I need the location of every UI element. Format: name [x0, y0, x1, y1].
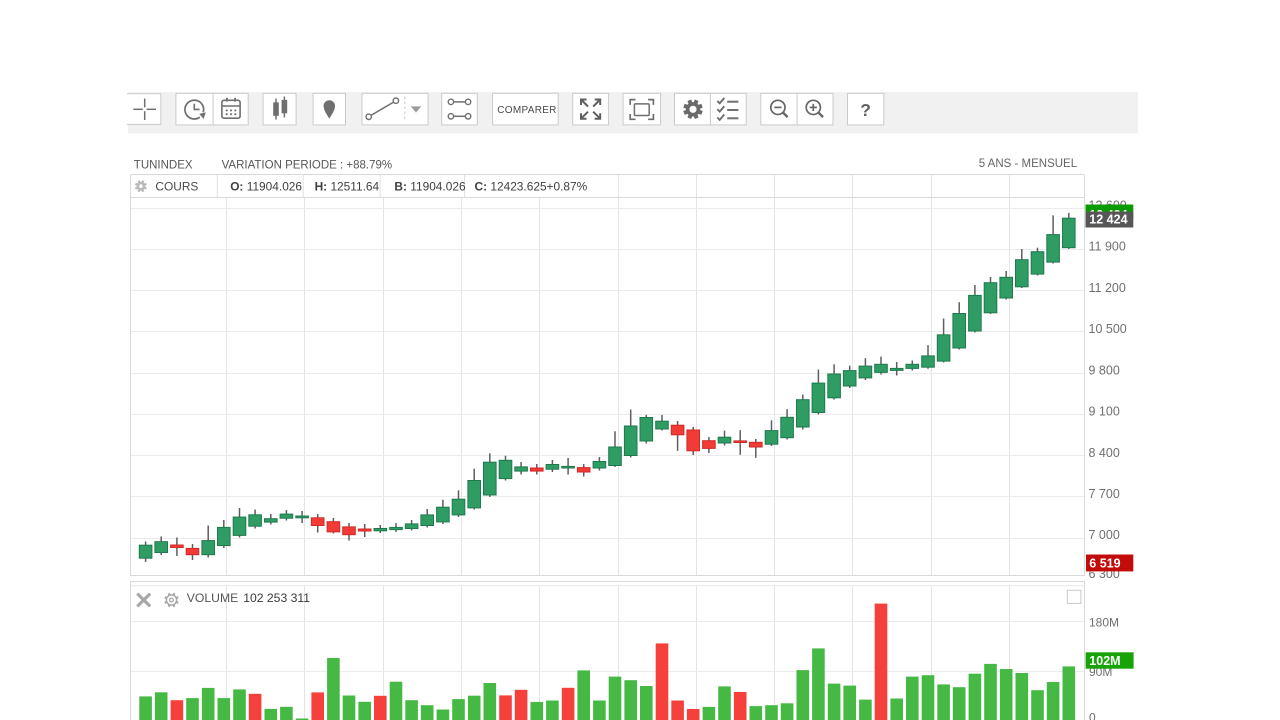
- svg-text:102 253 311: 102 253 311: [243, 591, 310, 605]
- svg-text:9 100: 9 100: [1089, 405, 1120, 419]
- svg-text:?: ?: [860, 100, 871, 120]
- svg-text:VARIATION PERIODE : +88.79%: VARIATION PERIODE : +88.79%: [222, 160, 393, 172]
- svg-text:COURS: COURS: [155, 179, 198, 193]
- svg-text:7 000: 7 000: [1089, 528, 1120, 542]
- svg-text:VOLUME: VOLUME: [187, 591, 238, 605]
- svg-text:102M: 102M: [1089, 654, 1120, 668]
- svg-text:12 424: 12 424: [1089, 208, 1127, 222]
- svg-text:C: 12423.625+0.87%: C: 12423.625+0.87%: [475, 179, 588, 193]
- svg-text:9 800: 9 800: [1089, 363, 1120, 377]
- svg-text:COMPARER: COMPARER: [497, 105, 556, 116]
- svg-text:11 200: 11 200: [1089, 281, 1126, 295]
- svg-text:11 900: 11 900: [1089, 240, 1126, 254]
- svg-text:6 519: 6 519: [1089, 556, 1120, 570]
- svg-text:TUNINDEX: TUNINDEX: [134, 160, 193, 172]
- svg-text:10 500: 10 500: [1089, 322, 1127, 336]
- svg-text:12 424: 12 424: [1089, 213, 1127, 227]
- svg-text:7 700: 7 700: [1089, 487, 1120, 501]
- svg-text:0: 0: [1089, 710, 1096, 720]
- svg-text:H: 12511.64: H: 12511.64: [315, 179, 380, 193]
- svg-text:B: 11904.026: B: 11904.026: [394, 179, 466, 193]
- svg-text:180M: 180M: [1089, 615, 1119, 629]
- svg-text:8 400: 8 400: [1089, 446, 1120, 460]
- svg-text:O: 11904.026: O: 11904.026: [230, 179, 302, 193]
- svg-text:5 ANS - MENSUEL: 5 ANS - MENSUEL: [979, 158, 1078, 170]
